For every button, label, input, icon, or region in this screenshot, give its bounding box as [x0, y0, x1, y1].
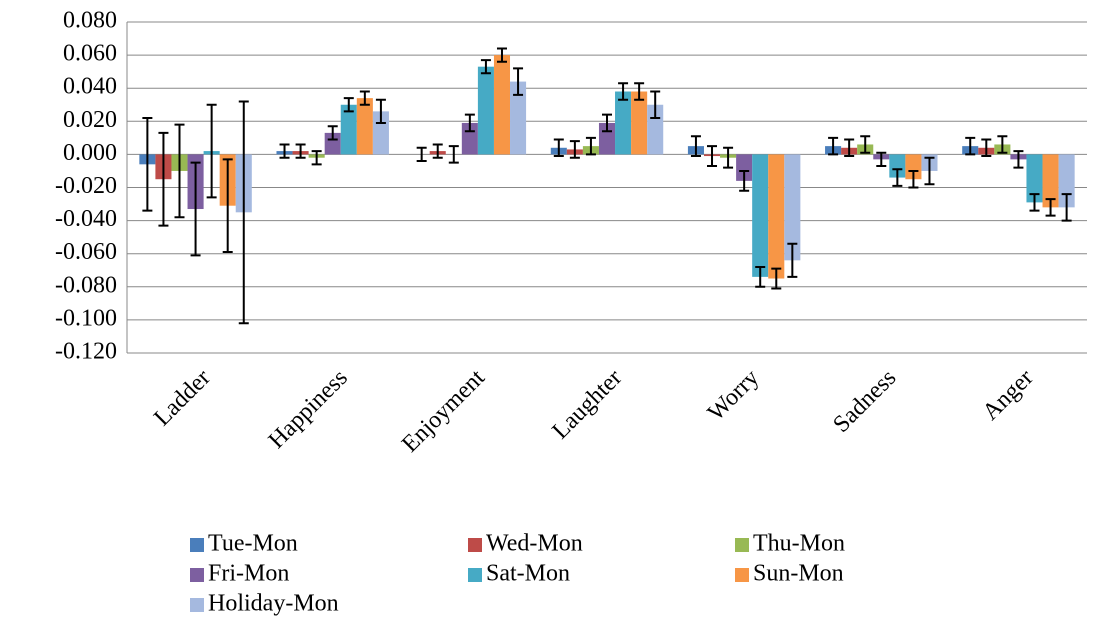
error-bar: [569, 140, 580, 159]
error-bar: [1013, 150, 1024, 169]
bar: [784, 154, 801, 261]
bar: [889, 154, 906, 178]
bar: [736, 154, 753, 181]
error-bar: [416, 146, 427, 163]
error-bar: [158, 131, 169, 227]
x-tick-label: Sadness: [828, 365, 901, 438]
error-bar: [513, 67, 524, 96]
legend-label: Thu-Mon: [753, 531, 845, 557]
x-tick-label: Ladder: [149, 365, 215, 431]
error-bar: [375, 98, 386, 124]
error-bar: [892, 168, 903, 187]
legend-swatch: [735, 568, 749, 582]
error-bar: [860, 135, 871, 154]
bar: [1042, 154, 1059, 208]
bar: [631, 91, 648, 155]
bar: [340, 104, 357, 155]
error-bar: [965, 136, 976, 156]
error-bar: [343, 97, 354, 113]
error-bar: [739, 169, 750, 192]
error-bar: [311, 150, 322, 166]
error-bar: [238, 100, 249, 325]
bar: [768, 154, 785, 279]
legend-label: Sat-Mon: [486, 561, 570, 587]
error-bar: [448, 145, 459, 164]
x-tick-label: Anger: [978, 365, 1039, 426]
legend-swatch: [468, 538, 482, 552]
legend-label: Sun-Mon: [753, 561, 844, 587]
error-bar: [142, 116, 153, 212]
error-bar: [1045, 198, 1056, 217]
error-bar: [787, 242, 798, 278]
legend-label: Tue-Mon: [208, 531, 298, 557]
error-bar: [690, 135, 701, 158]
error-bar: [723, 146, 734, 169]
bar: [905, 154, 922, 180]
y-tick-label: 0.000: [63, 140, 117, 166]
error-bar: [828, 136, 839, 156]
y-tick-label: -0.080: [55, 272, 117, 298]
error-bar: [650, 90, 661, 119]
bar: [493, 55, 511, 155]
error-bar: [279, 143, 290, 159]
error-bar: [553, 138, 564, 158]
y-tick-label: -0.020: [55, 173, 117, 199]
legend-swatch: [190, 538, 204, 552]
error-bar: [1061, 193, 1072, 222]
legend-label: Holiday-Mon: [208, 591, 339, 617]
error-bar: [981, 138, 992, 158]
y-tick-label: -0.060: [55, 239, 117, 265]
error-bar: [206, 103, 217, 199]
error-bar: [997, 135, 1008, 154]
legend-swatch: [190, 598, 204, 612]
error-bar: [876, 151, 887, 167]
error-bar: [359, 90, 370, 106]
bar: [510, 81, 527, 155]
bar: [615, 91, 632, 155]
error-bar: [618, 82, 629, 101]
error-bar: [634, 82, 645, 101]
legend-label: Fri-Mon: [208, 561, 289, 587]
bar: [356, 98, 373, 155]
y-tick-label: -0.120: [55, 339, 117, 365]
error-bar: [174, 123, 185, 219]
error-bar: [496, 47, 507, 63]
error-bar: [924, 156, 935, 186]
error-bar: [844, 138, 855, 158]
error-bar: [432, 143, 443, 159]
x-tick-label: Laughter: [547, 365, 627, 445]
error-bar: [755, 265, 766, 288]
y-tick-label: 0.040: [63, 74, 117, 100]
y-tick-label: -0.040: [55, 206, 117, 232]
legend-swatch: [190, 568, 204, 582]
bar: [324, 132, 341, 155]
legend-label: Wed-Mon: [486, 531, 583, 557]
error-bar: [908, 169, 919, 189]
y-tick-label: 0.080: [63, 8, 117, 34]
x-tick-label: Enjoyment: [397, 365, 490, 458]
error-bar: [1029, 193, 1040, 212]
x-tick-label: Happiness: [264, 365, 353, 454]
error-bar: [771, 267, 782, 290]
error-bar: [480, 59, 491, 75]
error-bar: [222, 158, 233, 254]
x-tick-label: Worry: [703, 365, 764, 426]
error-bar: [190, 161, 201, 257]
bar: [752, 154, 769, 277]
y-tick-label: 0.020: [63, 107, 117, 133]
y-tick-label: -0.100: [55, 305, 117, 331]
y-tick-label: 0.060: [63, 41, 117, 67]
legend-swatch: [735, 538, 749, 552]
error-bar: [707, 145, 718, 167]
error-bar: [295, 143, 306, 159]
error-bar: [327, 125, 338, 141]
error-bar: [464, 113, 475, 133]
error-bar: [585, 136, 596, 156]
error-bar: [602, 113, 612, 133]
legend-swatch: [468, 568, 482, 582]
bar: [477, 66, 494, 155]
bar: [1026, 154, 1043, 203]
